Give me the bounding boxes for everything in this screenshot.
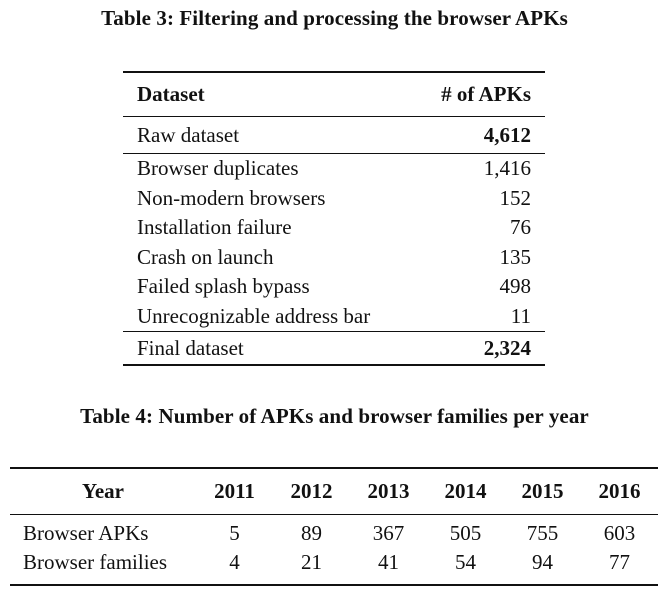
bottom-rule	[10, 584, 658, 586]
year-2011-header: 2011	[214, 479, 255, 503]
count-header: # of APKs	[441, 82, 531, 106]
table4-header-row: Year 2011 2012 2013 2014 2015 2016	[10, 469, 658, 514]
cell: 89	[301, 521, 322, 545]
filter-label: Browser duplicates	[137, 156, 299, 181]
cell: 41	[378, 550, 399, 574]
row-label: Browser families	[23, 550, 168, 574]
filter-label: Unrecognizable address bar	[137, 303, 371, 328]
cell: 54	[455, 550, 476, 574]
raw-dataset-value: 4,612	[483, 122, 531, 147]
header-rule	[10, 514, 658, 515]
filtering-table: Dataset # of APKs Raw dataset 4,612 Brow…	[123, 71, 545, 366]
cell: 603	[603, 521, 636, 545]
browser-apks-row: Browser APKs 5 89 367 505 755 603	[10, 519, 658, 548]
cell: 755	[526, 521, 559, 545]
raw-rule	[123, 153, 545, 154]
dataset-header: Dataset	[137, 82, 205, 106]
year-2012-header: 2012	[290, 479, 333, 503]
table3-caption: Table 3: Filtering and processing the br…	[101, 6, 568, 30]
table4-caption: Table 4: Number of APKs and browser fami…	[80, 404, 589, 428]
cell: 21	[301, 550, 322, 574]
cell: 5	[229, 521, 240, 545]
bottom-rule	[123, 364, 545, 366]
raw-dataset-label: Raw dataset	[137, 122, 240, 147]
table-row: Unrecognizable address bar 11	[123, 302, 545, 332]
filter-value: 76	[510, 215, 531, 240]
filter-value: 11	[510, 303, 531, 328]
filter-label: Crash on launch	[137, 244, 274, 269]
header-rule	[123, 116, 545, 117]
year-2014-header: 2014	[444, 479, 487, 503]
top-rule	[10, 467, 658, 469]
yearly-table: Year 2011 2012 2013 2014 2015 2016 Brows…	[10, 467, 658, 586]
table-row: Failed splash bypass 498	[123, 272, 545, 302]
row-label: Browser APKs	[23, 521, 149, 545]
cell: 4	[229, 550, 240, 574]
cell: 94	[532, 550, 553, 574]
browser-families-row: Browser families 4 21 41 54 94 77	[10, 548, 658, 577]
cell: 77	[609, 550, 630, 574]
table-row: Installation failure 76	[123, 213, 545, 243]
table3-header-row: Dataset # of APKs	[123, 73, 545, 116]
filter-label: Installation failure	[137, 215, 292, 240]
filter-value: 498	[499, 274, 532, 299]
year-2016-header: 2016	[598, 479, 641, 503]
filter-label: Non-modern browsers	[137, 185, 326, 210]
final-dataset-label: Final dataset	[137, 335, 244, 360]
top-rule	[123, 71, 545, 73]
filter-value: 135	[499, 244, 532, 269]
filter-label: Failed splash bypass	[137, 274, 310, 299]
cell: 505	[449, 521, 482, 545]
final-rule	[123, 331, 545, 332]
year-2013-header: 2013	[367, 479, 410, 503]
final-dataset-value: 2,324	[483, 335, 531, 360]
raw-dataset-row: Raw dataset 4,612	[123, 117, 545, 153]
cell: 367	[372, 521, 405, 545]
table-row: Crash on launch 135	[123, 243, 545, 273]
final-dataset-row: Final dataset 2,324	[123, 332, 545, 364]
year-2015-header: 2015	[521, 479, 564, 503]
table-row: Non-modern browsers 152	[123, 184, 545, 214]
table-row: Browser duplicates 1,416	[123, 154, 545, 184]
filter-value: 1,416	[483, 156, 531, 181]
year-header: Year	[82, 479, 124, 503]
filter-value: 152	[499, 185, 532, 210]
